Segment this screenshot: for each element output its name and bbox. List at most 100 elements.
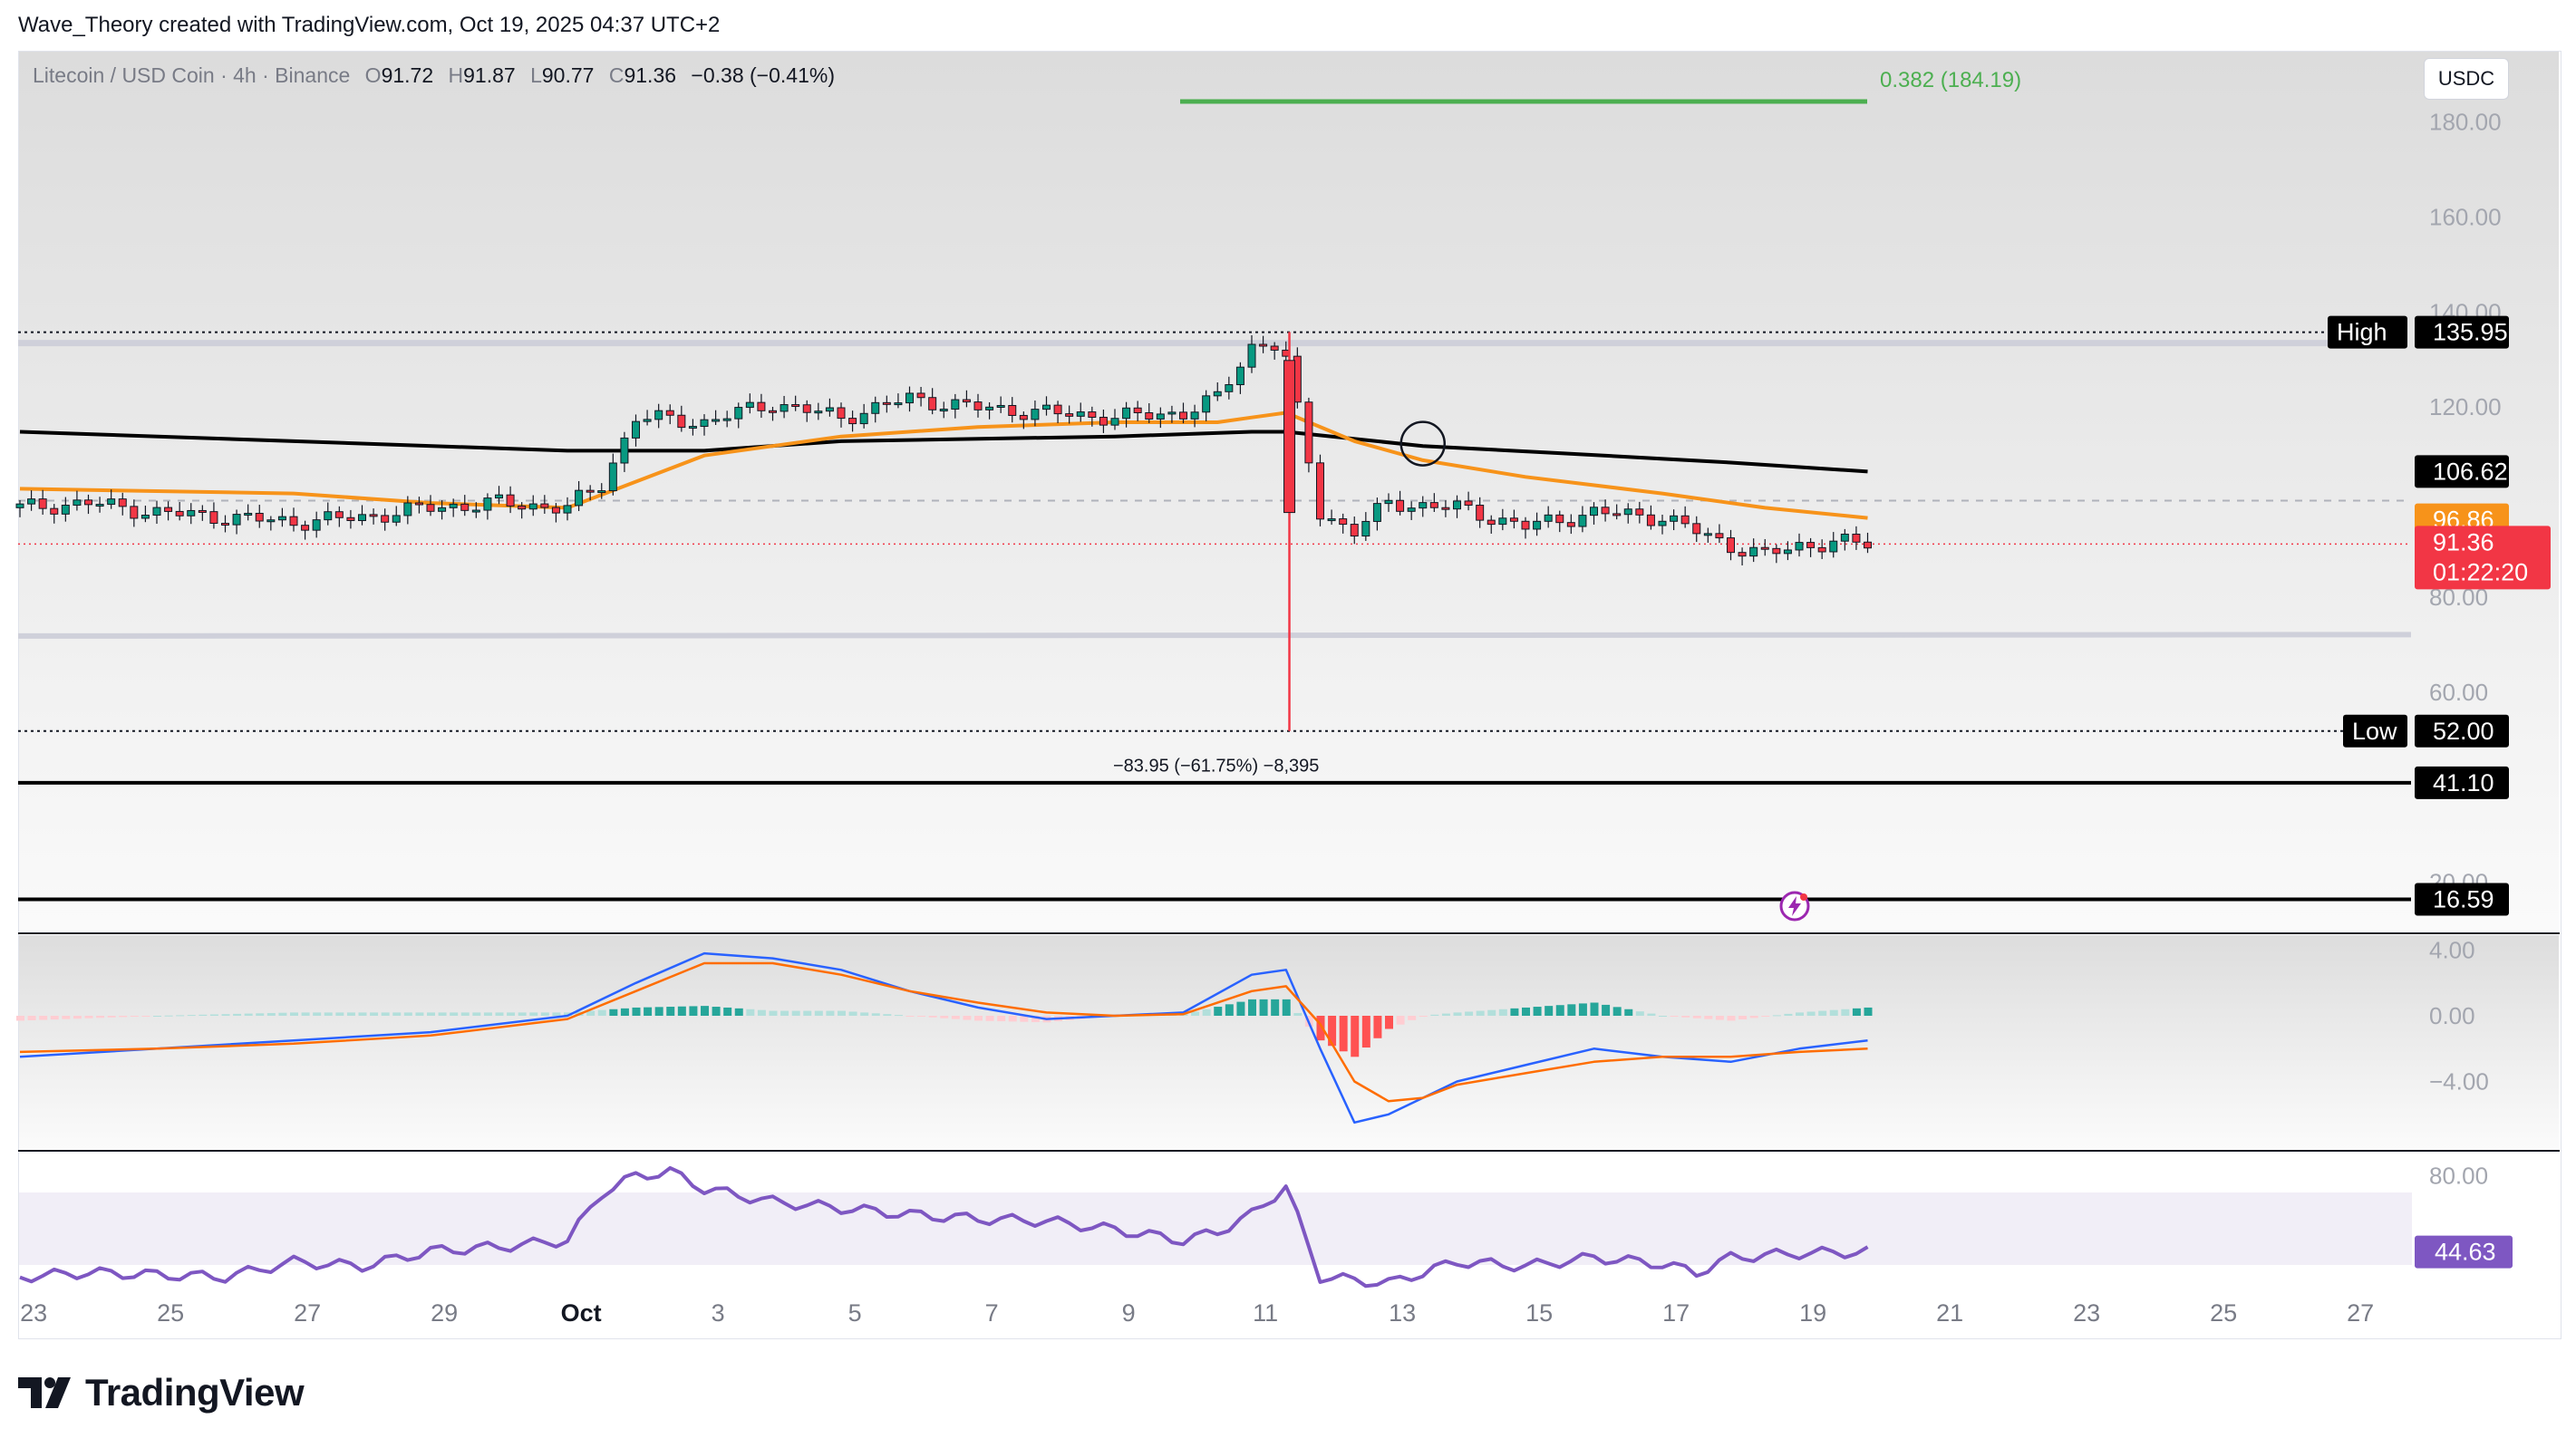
macd-histogram-bar [1351,1016,1360,1057]
candle-body [324,511,333,521]
candle-body [825,407,834,412]
macd-histogram-bar [791,1010,800,1016]
macd-histogram-bar [324,1012,333,1016]
lightning-alert-icon[interactable] [1778,890,1811,922]
candle-body [392,515,401,523]
symbol-legend[interactable]: Litecoin / USD Coin · 4h · Binance O91.7… [33,63,835,88]
currency-button[interactable]: USDC [2424,58,2509,100]
macd-histogram-bar [1715,1016,1724,1020]
macd-histogram-bar [951,1016,960,1019]
macd-pane-background [19,935,2559,1149]
time-axis-tick-4: Oct [561,1299,602,1327]
candle-body [688,426,697,430]
candle-body [712,419,721,422]
macd-histogram-bar [1031,1016,1040,1022]
macd-histogram-bar [199,1014,208,1016]
macd-histogram-bar [1818,1010,1827,1016]
macd-histogram-bar [233,1013,242,1016]
rsi-value-label-bg [2415,1235,2513,1269]
macd-histogram-bar [814,1010,823,1016]
macd-histogram-bar [438,1012,447,1016]
candle-body [563,505,572,514]
candle-body [1110,418,1119,426]
candle-body [780,404,789,412]
macd-histogram-bar [529,1012,538,1016]
macd-histogram-bar [370,1012,379,1016]
candle-body [700,419,709,428]
macd-histogram-bar [1681,1016,1690,1018]
candle-body [1350,524,1359,537]
macd-histogram-bar [597,1009,606,1016]
macd-histogram-bar [119,1016,128,1018]
candle-body [1749,546,1758,557]
macd-histogram-bar [780,1010,789,1016]
macd-histogram-bar [1590,1002,1599,1016]
candle-body [1008,404,1017,416]
time-axis-tick-13: 19 [1799,1299,1826,1327]
macd-histogram-bar [803,1010,812,1016]
price-label-value-3: 91.36 [2433,528,2494,555]
candle-body [665,410,674,416]
candle-body [312,519,321,531]
macd-histogram-bar [392,1012,402,1016]
measure-label: −83.95 (−61.75%) −8,395 [1113,756,1319,776]
macd-histogram-bar [723,1007,732,1016]
macd-histogram-bar [746,1009,755,1016]
macd-histogram-bar [1761,1016,1770,1017]
candle-body [1612,513,1622,516]
macd-histogram-bar [1692,1016,1701,1018]
macd-histogram-bar [1339,1016,1348,1052]
candle-body [597,490,606,494]
time-axis-tick-10: 13 [1389,1299,1416,1327]
price-label-countdown: 01:22:20 [2433,558,2528,585]
candle-body [1806,542,1816,548]
page-title: Wave_Theory created with TradingView.com… [18,13,721,37]
candle-body [1772,547,1781,555]
macd-histogram-bar [62,1016,71,1019]
candle-body [1167,411,1177,415]
candle-body [175,510,184,516]
price-label-bg-0 [2415,315,2509,349]
time-axis-tick-7: 7 [985,1299,999,1327]
candle-body [1122,407,1131,420]
macd-histogram-bar [1236,1001,1245,1016]
candle-body [551,507,560,514]
candle-body [1372,503,1381,522]
price-tag-label-0: High [2337,319,2387,346]
macd-histogram-bar [1829,1009,1838,1016]
candle-body [734,407,743,420]
candle-body [1795,542,1804,551]
macd-histogram-bar [313,1012,322,1016]
candle-body [894,402,903,406]
candle-body [654,410,663,420]
candle-body [277,516,286,521]
tradingview-logo[interactable]: TradingView [18,1370,305,1415]
macd-histogram-bar [1008,1016,1017,1022]
candle-body [1088,411,1097,419]
macd-histogram-bar [1704,1016,1713,1019]
price-axis-tick-1: 160.00 [2429,204,2502,231]
macd-histogram-bar [997,1016,1006,1022]
candle-body [677,414,686,429]
macd-histogram-bar [1408,1016,1417,1020]
candle-body [1738,552,1747,557]
macd-histogram-bar [1806,1011,1816,1016]
price-label-value-1: 106.62 [2433,458,2508,485]
macd-histogram-bar [871,1013,880,1016]
candle-body [1840,533,1849,542]
macd-histogram-bar [50,1016,59,1020]
candle-body [1156,413,1165,420]
rsi-band [19,1192,2412,1265]
macd-histogram-bar [141,1016,150,1017]
macd-histogram-bar [540,1012,549,1016]
macd-histogram-bar [1659,1016,1667,1017]
fib-level-label: 0.382 (184.19) [1880,68,2021,92]
macd-histogram-bar [1533,1007,1542,1016]
ema-slow-line [19,430,1868,474]
candle-body [1829,540,1838,553]
macd-histogram-bar [1259,999,1268,1016]
macd-histogram-bar [1328,1016,1337,1047]
candle-body [1817,546,1826,553]
open-label: O [364,63,382,87]
